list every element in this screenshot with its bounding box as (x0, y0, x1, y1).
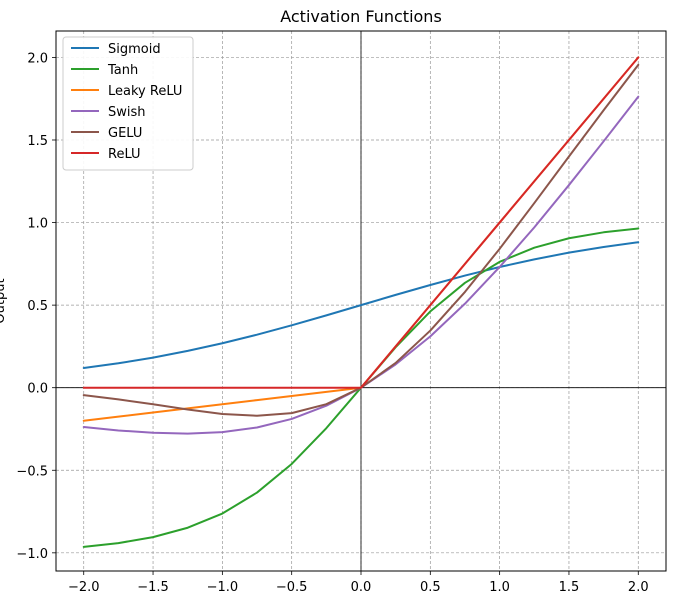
y-tick-label-1: −0.5 (16, 464, 48, 479)
x-tick-label-0: −2.0 (68, 580, 100, 595)
legend: Sigmoid Tanh Leaky ReLU Swish GELU ReLU (62, 36, 194, 171)
y-tick-label-2: 0.0 (27, 382, 48, 397)
legend-label-sigmoid: Sigmoid (108, 42, 161, 57)
x-tick-label-7: 1.5 (559, 580, 580, 595)
chart-title: Activation Functions (280, 7, 442, 26)
legend-label-relu: ReLU (108, 147, 141, 162)
x-tick-label-3: −0.5 (276, 580, 308, 595)
y-axis-label: Output (0, 278, 8, 323)
y-tick-label-4: 1.0 (27, 217, 48, 232)
legend-label-gelu: GELU (108, 126, 142, 141)
x-tick-label-8: 2.0 (628, 580, 649, 595)
axis-ticks: −2.0 −1.5 −1.0 −0.5 0.0 0.5 1.0 1.5 2.0 −1.0 −0.5 0… (16, 51, 648, 595)
y-tick-label-6: 2.0 (27, 51, 48, 66)
legend-label-leaky-relu: Leaky ReLU (108, 84, 182, 99)
x-tick-label-2: −1.0 (207, 580, 239, 595)
legend-label-swish: Swish (108, 105, 146, 120)
x-tick-label-4: 0.0 (351, 580, 372, 595)
legend-label-tanh: Tanh (107, 63, 138, 78)
y-tick-label-0: −1.0 (16, 547, 48, 562)
y-tick-label-3: 0.5 (27, 299, 48, 314)
series-line-sigmoid (82, 241, 640, 370)
y-tick-label-5: 1.5 (27, 134, 48, 149)
x-tick-label-5: 0.5 (420, 580, 441, 595)
series-line-relu (82, 56, 640, 389)
series-lines (82, 56, 640, 548)
legend-box (62, 36, 194, 171)
x-tick-label-6: 1.0 (489, 580, 510, 595)
x-tick-label-1: −1.5 (137, 580, 169, 595)
